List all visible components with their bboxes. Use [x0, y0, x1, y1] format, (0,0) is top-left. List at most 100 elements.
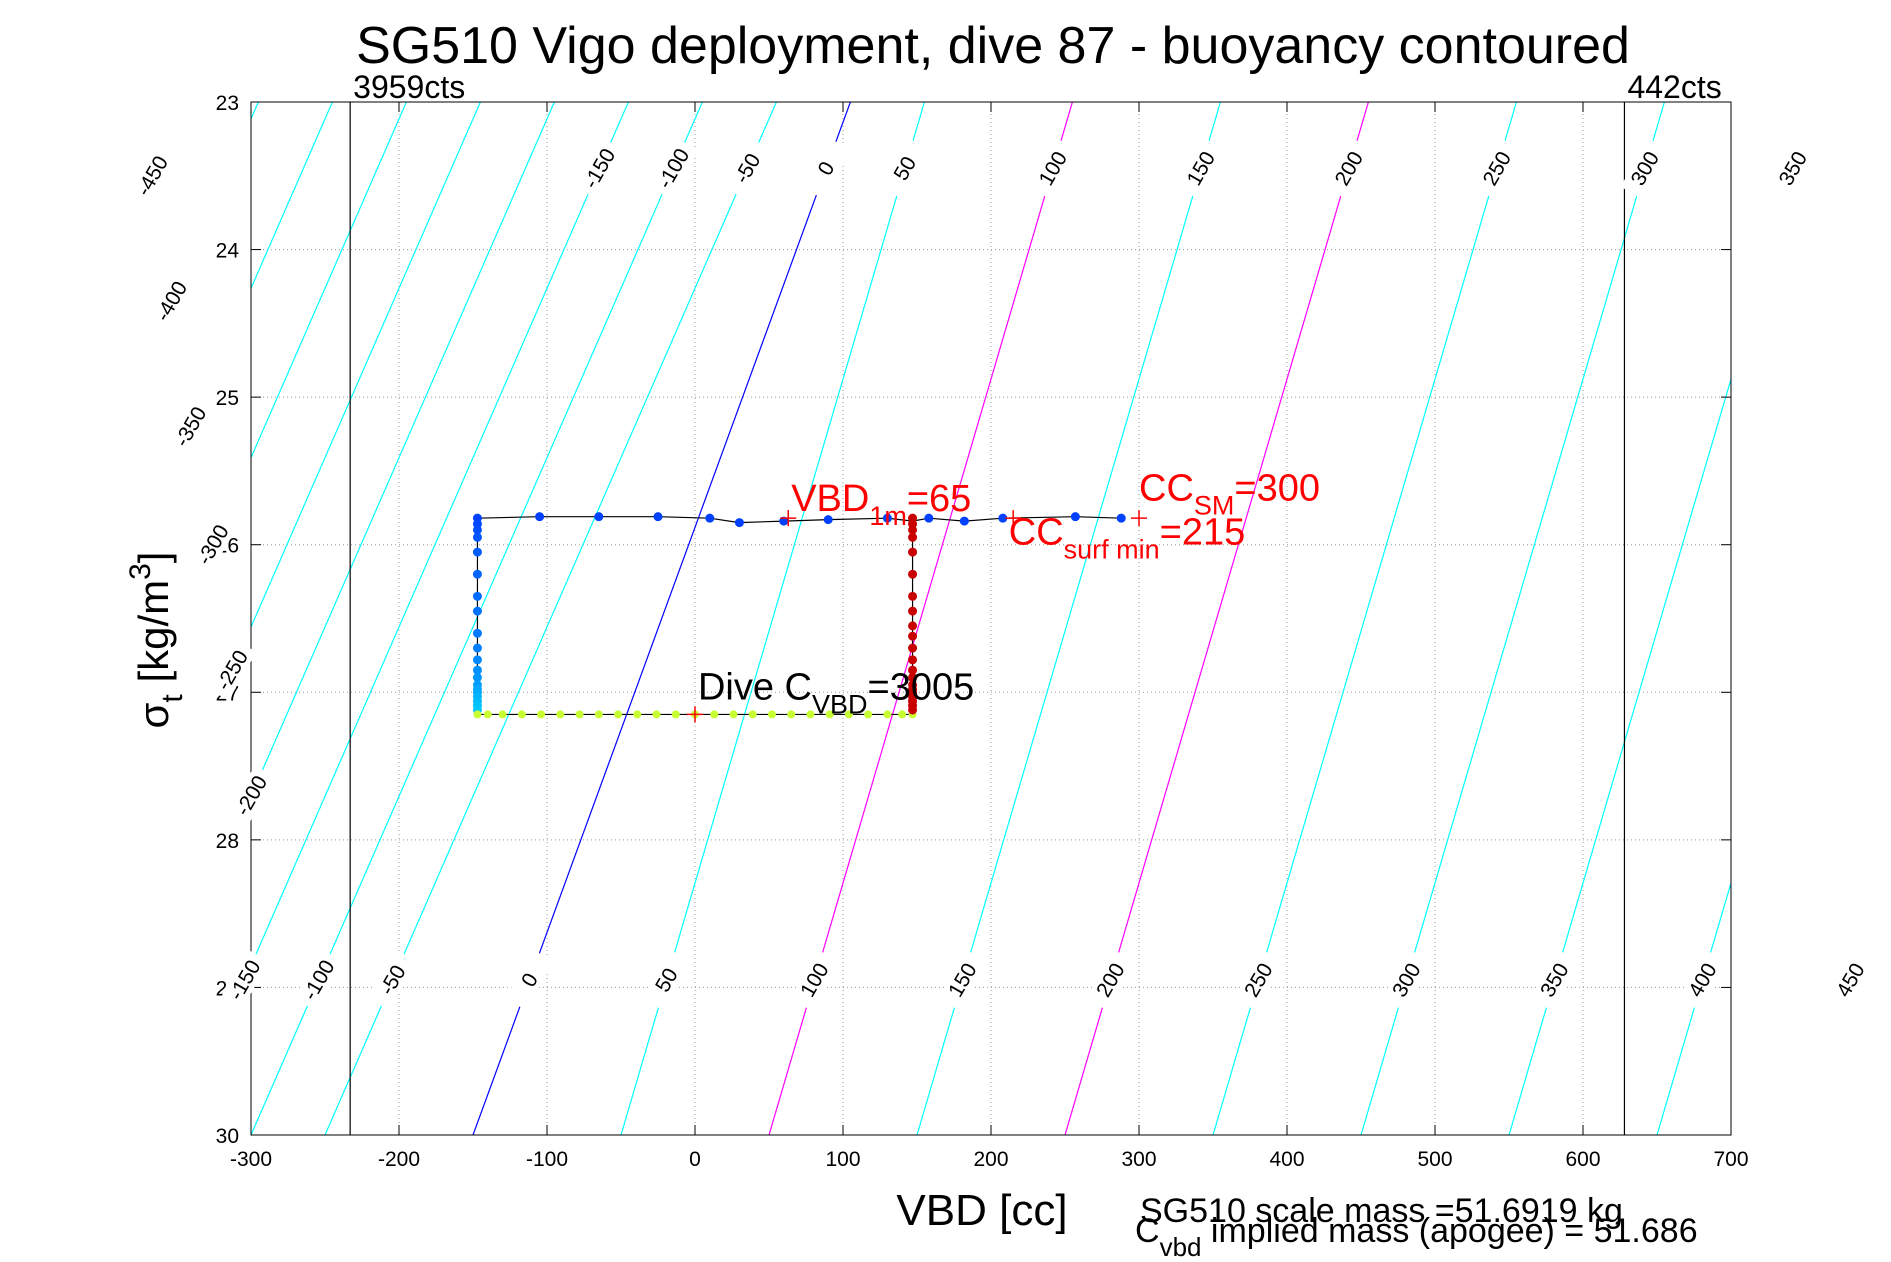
ascent-point [908, 532, 918, 542]
annotation-main: VBD [791, 478, 869, 520]
descent-point [472, 532, 482, 542]
contour-label-bg [723, 138, 772, 199]
bottom-point [825, 710, 834, 719]
annotation: VBD1m=65 [791, 478, 971, 531]
surface-point [1116, 513, 1126, 523]
ascent-point [908, 643, 918, 653]
chart-title: SG510 Vigo deployment, dive 87 - buoyanc… [356, 17, 1630, 75]
ascent-point [908, 673, 918, 683]
ascent-point [908, 606, 918, 616]
ascent-point [908, 525, 918, 535]
y-label-main: σ [130, 702, 177, 728]
contour-label-bg [127, 145, 177, 207]
annotation: CCSM=300 [1139, 467, 1320, 520]
annotation-sub: VBD [812, 690, 868, 720]
contour-label-bg [1768, 138, 1818, 199]
contour-label-bg [294, 949, 344, 1011]
x-tick-label: 500 [1417, 1148, 1452, 1171]
annotation-main: Dive C [698, 667, 812, 709]
contour-label-bg [1028, 138, 1078, 199]
x-axis-label: VBD [cc] [896, 1186, 1067, 1235]
x-tick-label: -100 [526, 1148, 568, 1171]
bottom-point [748, 710, 757, 719]
scale-mass-text: SG510 scale mass =51.6919 kg [1140, 1192, 1623, 1230]
annotation-main: CC [1139, 467, 1194, 509]
ascent-point [908, 621, 918, 631]
bottom-point [473, 710, 482, 719]
y-tick-label: 23 [216, 92, 239, 115]
implied-mass-text: Cvbd implied mass (apogee) = 51.686 [1135, 1212, 1698, 1262]
contour-label-bg [1472, 138, 1522, 199]
descent-point [472, 643, 482, 653]
contour-label-bg [1382, 949, 1431, 1011]
bottom-point [517, 710, 526, 719]
y-label-sub: t [156, 694, 189, 703]
x-tick-label: -300 [230, 1148, 272, 1171]
annotation: Dive CVBD=3005 [698, 667, 974, 720]
x-tick-label: 0 [689, 1148, 701, 1171]
contour-line [251, 102, 333, 290]
markers [687, 510, 1147, 723]
bottom-point [614, 710, 623, 719]
contour-label-bg [220, 949, 270, 1011]
ascent-point [908, 655, 918, 665]
y-axis-label: σt [kg/m3] [124, 552, 189, 729]
ascent-point [908, 591, 918, 601]
implied-mass-rest: implied mass (apogee) = 51.686 [1201, 1212, 1697, 1250]
contour-label-bg [368, 949, 418, 1011]
descent-point [472, 673, 482, 683]
bottom-point [556, 710, 565, 719]
contour-label-bg [575, 138, 624, 199]
x-tick-label: 300 [1121, 1148, 1156, 1171]
contour-label-bg [938, 949, 987, 1011]
contour-label-bg [649, 138, 698, 199]
contour-label-bg [207, 639, 257, 701]
descent-point [472, 628, 482, 638]
contour-label-bg [801, 138, 851, 199]
y-label-sup: 3 [124, 563, 157, 580]
contour-label-bg [1176, 138, 1226, 199]
contour-label-bg [1086, 949, 1135, 1011]
ascent-point [908, 665, 918, 675]
contour-label-bg [1324, 138, 1374, 199]
bottom-point [787, 710, 796, 719]
ascent-point [908, 569, 918, 579]
contour-label-bg [166, 396, 215, 457]
annotation-rest: =215 [1160, 512, 1246, 554]
x-tick-label: 700 [1713, 1148, 1748, 1171]
surface-point [535, 512, 545, 522]
contour-label-bg [790, 949, 839, 1011]
y-label-unit: [kg/m [130, 580, 177, 694]
surface-point [998, 513, 1008, 523]
y-label-close: ] [130, 552, 177, 564]
surface-point [1070, 512, 1080, 522]
descent-point [472, 655, 482, 665]
contour-label-bg [1620, 138, 1670, 199]
x-tick-label: 600 [1565, 1148, 1600, 1171]
bottom-point [498, 710, 507, 719]
ascent-point [908, 547, 918, 557]
surface-point [882, 513, 892, 523]
contour-label-bg [188, 514, 238, 575]
bottom-point [864, 710, 873, 719]
surface-point [734, 518, 744, 528]
descent-point [472, 547, 482, 557]
contour-label-bg [1234, 949, 1283, 1011]
plus-marker [687, 706, 703, 723]
bottom-point [652, 710, 661, 719]
svg-text:σt [kg/m3]: σt [kg/m3] [124, 552, 189, 729]
contour-label-bg [1826, 949, 1875, 1011]
bottom-point [594, 710, 603, 719]
contour-label-bg [880, 138, 930, 199]
annotation-rest: =3005 [868, 667, 975, 709]
y-tick-label: 30 [216, 1125, 239, 1148]
count-limit-lines: 3959cts 442cts [349, 69, 1722, 1135]
count-limit-label: 3959cts [353, 69, 465, 105]
contour-label-bg [146, 270, 196, 332]
contour-label-bg [226, 765, 276, 826]
bottom-point [633, 710, 642, 719]
surface-point [959, 516, 969, 526]
implied-mass-main: C [1135, 1212, 1160, 1250]
